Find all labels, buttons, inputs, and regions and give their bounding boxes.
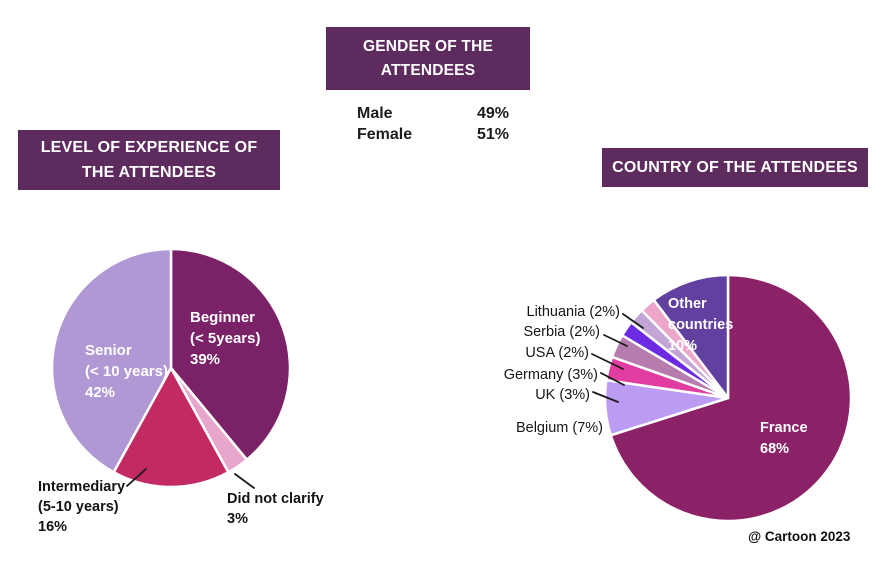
label-line: 16% — [38, 519, 68, 535]
experience-title-line1: LEVEL OF EXPERIENCE OF — [40, 139, 258, 156]
gender-title-line1: GENDER OF THE — [362, 37, 494, 55]
label-line: 42% — [85, 384, 116, 401]
gender-row-female: Female 51% — [357, 126, 557, 147]
label-line: Other — [668, 296, 707, 312]
country-slice-label-serbia: Serbia (2%) — [523, 324, 600, 340]
gender-title-line2: ATTENDEES — [380, 61, 476, 79]
label-line: 3% — [227, 511, 248, 527]
country-slice-label-france: France 68% — [760, 418, 808, 460]
pie-slice-other-countries — [652, 273, 730, 400]
experience-title-line2: THE ATTENDEES — [81, 164, 217, 181]
gender-label-male: Male — [357, 105, 393, 122]
label-line: 10% — [668, 338, 698, 354]
gender-row-male: Male 49% — [357, 105, 557, 126]
gender-title-box: GENDER OF THE ATTENDEES — [326, 27, 530, 90]
country-slice-label-lithuania: Lithuania (2%) — [526, 304, 621, 320]
country-title-box: COUNTRY OF THE ATTENDEES — [602, 148, 868, 187]
country-pie-chart — [603, 273, 853, 523]
label-line: countries — [668, 317, 734, 333]
pie-slice-beginner-5years — [169, 247, 292, 461]
label-line: Intermediary — [38, 479, 126, 495]
pie-slice-intermediary-5-10-years — [112, 366, 230, 489]
pie-slice-france — [609, 273, 853, 523]
experience-slice-label-intermediary: Intermediary (5-10 years) 16% — [38, 477, 125, 537]
experience-slice-label-did-not-clarify: Did not clarify 3% — [227, 489, 324, 529]
pie-slice-senior-10-years — [50, 247, 173, 474]
label-line: Did not clarify — [227, 491, 324, 507]
country-slice-label-usa: USA (2%) — [525, 345, 589, 361]
country-slice-label-belgium: Belgium (7%) — [515, 420, 603, 436]
gender-value-male: 49% — [477, 105, 510, 122]
experience-title-box: LEVEL OF EXPERIENCE OF THE ATTENDEES — [18, 130, 280, 190]
gender-label-female: Female — [357, 126, 413, 143]
experience-pie-chart — [50, 247, 292, 489]
label-line: Senior — [85, 342, 132, 359]
credit-text: @ Cartoon 2023 — [748, 529, 851, 544]
label-line: Beginner — [190, 309, 256, 326]
gender-value-female: 51% — [477, 126, 510, 143]
country-slice-label-uk: UK (3%) — [535, 387, 590, 403]
country-slice-label-germany: Germany (3%) — [503, 367, 598, 383]
label-line: (< 5years) — [190, 330, 261, 347]
label-line: (5-10 years) — [38, 499, 119, 515]
label-line: 39% — [190, 351, 221, 368]
country-title: COUNTRY OF THE ATTENDEES — [612, 159, 858, 176]
experience-slice-label-senior: Senior (< 10 years) 42% — [85, 340, 168, 403]
label-line: (< 10 years) — [85, 363, 168, 380]
experience-slice-label-beginner: Beginner (< 5years) 39% — [190, 307, 260, 370]
label-line: France — [760, 420, 808, 436]
country-slice-label-other: Other countries 10% — [668, 294, 733, 357]
label-line: 68% — [760, 441, 790, 457]
